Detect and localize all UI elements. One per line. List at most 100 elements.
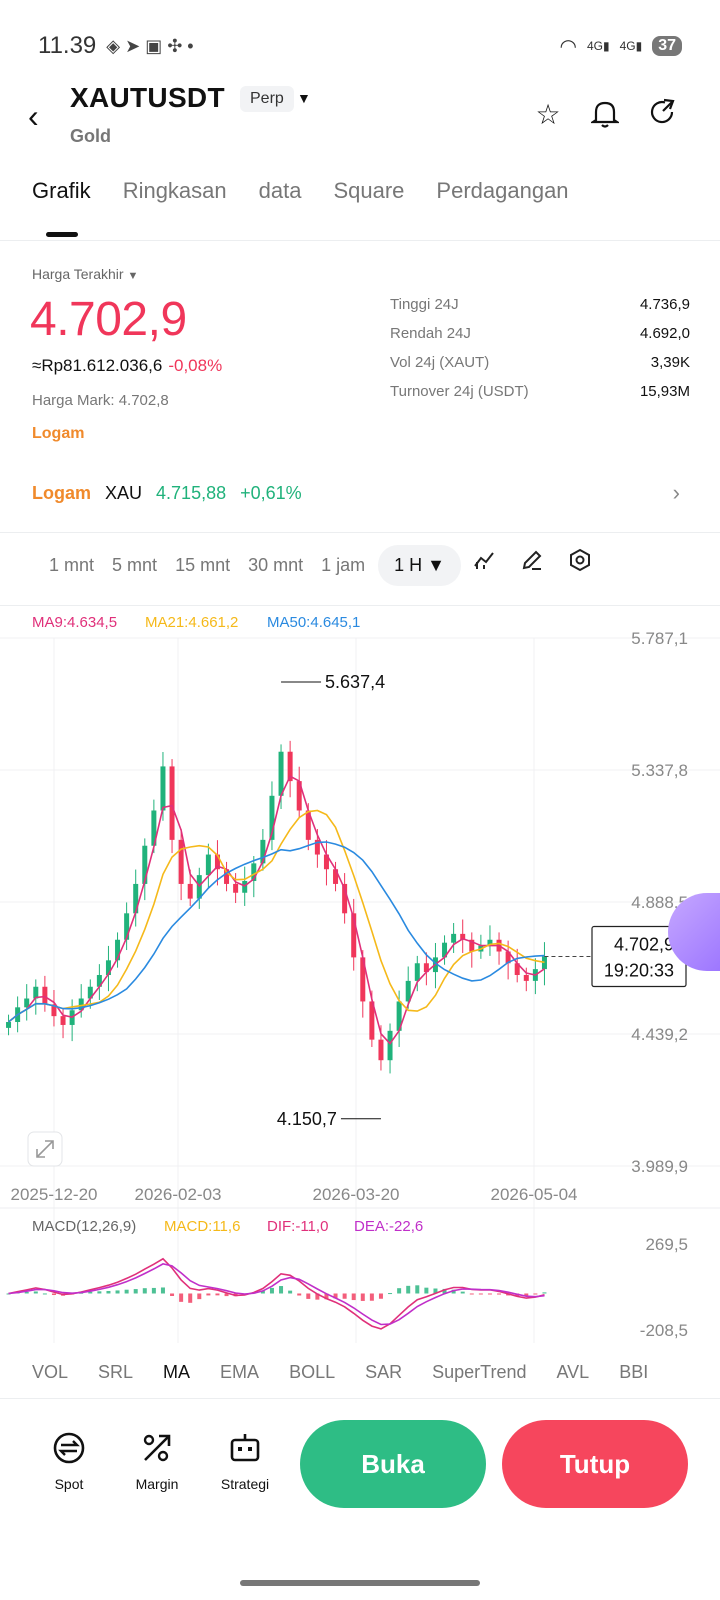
- indicator-srl[interactable]: SRL: [98, 1361, 134, 1382]
- x-tick-label: 2026-03-20: [313, 1185, 400, 1204]
- candle-body: [78, 998, 84, 1011]
- macd-histogram-bar: [106, 1290, 111, 1294]
- candle-body: [333, 869, 339, 884]
- indicator-avl[interactable]: AVL: [556, 1361, 590, 1382]
- strategy-button[interactable]: Strategi: [210, 1430, 280, 1492]
- candle-body: [51, 1004, 57, 1017]
- indicator-sar[interactable]: SAR: [365, 1361, 403, 1382]
- macd-y-tick: -208,5: [640, 1321, 688, 1340]
- macd-histogram-bar: [24, 1291, 29, 1294]
- y-tick-label: 4.888,5: [631, 893, 688, 912]
- candle-body: [187, 883, 193, 899]
- mark-price: Harga Mark: 4.702,8: [32, 392, 169, 409]
- price-chart[interactable]: MA9:4.634,5 MA21:4.661,2 MA50:4.645,1 5.787…: [0, 608, 720, 1348]
- macd-legend-macd: MACD:11,6: [164, 1218, 240, 1235]
- notification-icons: ◈ ➤ ▣ ✣ •: [106, 35, 194, 56]
- price-type-selector[interactable]: Harga Terakhir ▼: [32, 266, 139, 282]
- candle-body: [378, 1039, 384, 1061]
- open-position-button[interactable]: Buka: [300, 1420, 486, 1508]
- ma50-line: [7, 841, 545, 1023]
- share-icon[interactable]: [646, 98, 678, 130]
- indicator-supertrend[interactable]: SuperTrend: [432, 1361, 527, 1382]
- candle-body: [423, 963, 429, 973]
- category-tag[interactable]: Logam: [32, 425, 85, 442]
- symbol-dropdown-icon[interactable]: ▼: [297, 90, 311, 106]
- tab-grafik[interactable]: Grafik: [32, 178, 91, 203]
- chart-svg[interactable]: MA9:4.634,5 MA21:4.661,2 MA50:4.645,1 5.787…: [0, 608, 720, 1348]
- divider: [0, 240, 720, 241]
- candle-body: [342, 883, 348, 914]
- tab-perdagangan[interactable]: Perdagangan: [436, 178, 569, 203]
- tab-data[interactable]: data: [258, 178, 302, 203]
- indicator-boll[interactable]: BOLL: [289, 1361, 336, 1382]
- candle-body: [269, 795, 275, 840]
- stat-high: Tinggi 24J 4.736,9: [390, 296, 690, 313]
- interval-bar: 1 mnt 5 mnt 15 mnt 30 mnt 1 jam 1 H ▼: [40, 544, 700, 586]
- candle-body: [469, 939, 475, 952]
- macd-histogram-bar: [215, 1293, 220, 1296]
- interval-5m[interactable]: 5 mnt: [112, 554, 158, 575]
- caret-down-icon: ▼: [127, 270, 139, 282]
- last-price: 4.702,9: [30, 293, 187, 346]
- tab-ringkasan[interactable]: Ringkasan: [122, 178, 227, 203]
- underlying-row[interactable]: Logam XAU 4.715,88 +0,61% ›: [32, 478, 680, 508]
- macd-histogram-bar: [124, 1289, 129, 1294]
- metal-category: Logam: [32, 482, 92, 503]
- interval-1h[interactable]: 1 jam: [321, 554, 366, 575]
- candle-body: [260, 839, 266, 864]
- interval-15m[interactable]: 15 mnt: [175, 554, 231, 575]
- macd-histogram-bar: [288, 1290, 293, 1294]
- tab-square[interactable]: Square: [333, 178, 405, 203]
- macd-histogram-bar: [297, 1293, 302, 1296]
- contract-type-badge[interactable]: Perp: [240, 86, 294, 112]
- spot-button[interactable]: Spot: [34, 1430, 104, 1492]
- settings-icon[interactable]: [563, 548, 597, 582]
- converted-price: ≈Rp81.612.036,6 -0,08%: [32, 356, 223, 375]
- stat-turnover: Turnover 24j (USDT) 15,93M: [390, 383, 690, 400]
- indicator-icon[interactable]: [467, 548, 501, 582]
- candle-body: [387, 1030, 393, 1061]
- macd-histogram-bar: [188, 1293, 193, 1303]
- candle-body: [487, 939, 493, 946]
- indicator-ema[interactable]: EMA: [220, 1361, 260, 1382]
- divider: [0, 605, 720, 606]
- indicator-ma[interactable]: MA: [163, 1361, 191, 1382]
- y-tick-label: 5.787,1: [631, 629, 688, 648]
- macd-histogram-bar: [524, 1293, 529, 1296]
- macd-histogram-bar: [306, 1293, 311, 1299]
- macd-histogram-bar: [315, 1293, 320, 1300]
- candle-body: [133, 883, 139, 914]
- candle-body: [278, 751, 284, 796]
- candle-body: [296, 781, 302, 811]
- x-tick-label: 2025-12-20: [11, 1185, 98, 1204]
- interval-1m[interactable]: 1 mnt: [49, 554, 95, 575]
- ma50-legend: MA50:4.645,1: [267, 614, 360, 631]
- macd-histogram-bar: [342, 1293, 347, 1299]
- candle-body: [214, 854, 220, 870]
- macd-dif-line: [8, 1257, 545, 1330]
- draw-icon[interactable]: [515, 548, 549, 582]
- candle-body: [151, 810, 157, 846]
- macd-histogram-bar: [369, 1293, 374, 1301]
- back-icon[interactable]: ‹: [28, 98, 39, 134]
- macd-histogram-bar: [397, 1288, 402, 1294]
- candle-body: [460, 933, 466, 940]
- margin-button[interactable]: Margin: [122, 1430, 192, 1492]
- candle-body: [205, 854, 211, 876]
- candle-body: [124, 913, 130, 940]
- bell-icon[interactable]: [589, 98, 621, 130]
- home-indicator[interactable]: [240, 1580, 480, 1586]
- interval-30m[interactable]: 30 mnt: [248, 554, 304, 575]
- stat-low: Rendah 24J 4.692,0: [390, 325, 690, 342]
- macd-histogram-bar: [42, 1293, 47, 1295]
- indicator-bbi[interactable]: BBI: [619, 1361, 649, 1382]
- interval-selector[interactable]: 1 H ▼: [378, 544, 461, 586]
- star-icon[interactable]: ☆: [535, 99, 561, 130]
- candle-body: [60, 1016, 66, 1025]
- divider: [0, 532, 720, 533]
- close-position-button[interactable]: Tutup: [502, 1420, 688, 1508]
- indicator-vol[interactable]: VOL: [32, 1361, 69, 1382]
- ma9-line: [7, 775, 545, 1045]
- symbol-title[interactable]: XAUTUSDT: [70, 82, 225, 113]
- expand-arrows: [36, 1140, 54, 1158]
